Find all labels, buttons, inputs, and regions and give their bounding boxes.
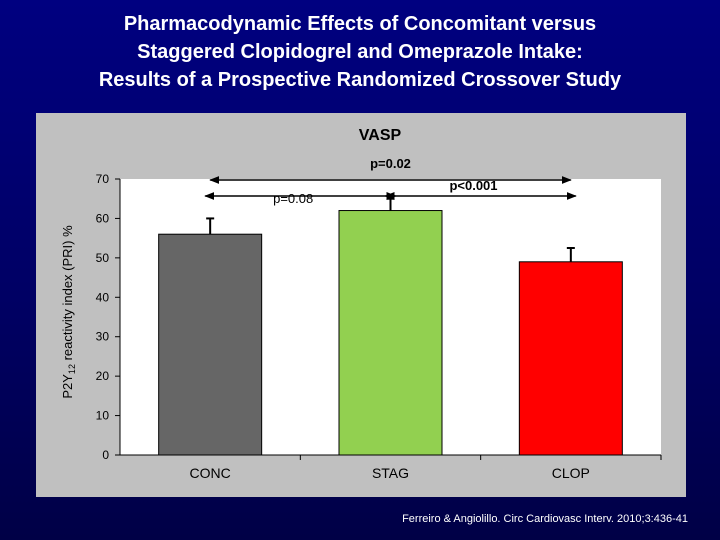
x-tick-label: STAG: [372, 465, 409, 481]
title-line-3: Results of a Prospective Randomized Cros…: [98, 69, 622, 91]
y-tick-label: 10: [96, 409, 110, 423]
y-tick-label: 0: [102, 448, 109, 462]
bar-conc: [158, 233, 263, 456]
title-line-1: Pharmacodynamic Effects of Concomitant v…: [123, 13, 597, 35]
y-axis-label-main: P2Y: [60, 374, 75, 399]
y-axis-label-rest: reactivity index (PRI) %: [60, 225, 75, 364]
y-axis-label: P2Y12 reactivity index (PRI) %: [60, 225, 77, 399]
y-tick-label: 50: [96, 251, 110, 265]
y-tick-label: 40: [96, 290, 110, 304]
y-tick-label: 30: [96, 330, 110, 344]
p-value-label: p=0.08: [273, 191, 313, 206]
x-tick-label: CONC: [190, 465, 231, 481]
bar-stag: [338, 210, 443, 456]
citation: Ferreiro & Angiolillo. Circ Cardiovasc I…: [402, 513, 688, 525]
slide-title: Pharmacodynamic Effects of Concomitant v…: [20, 10, 700, 94]
bar-clop: [518, 261, 623, 456]
x-tick-label: CLOP: [552, 465, 590, 481]
y-tick-label: 20: [96, 369, 110, 383]
y-tick-label: 70: [96, 172, 110, 186]
p-value-label: p<0.001: [449, 178, 497, 193]
y-axis-label-subscript: 12: [67, 364, 77, 374]
p-value-label: p=0.02: [370, 156, 411, 171]
chart-title: VASP: [359, 127, 402, 144]
y-tick-label: 60: [96, 211, 110, 225]
title-line-2: Staggered Clopidogrel and Omeprazole Int…: [137, 41, 583, 63]
